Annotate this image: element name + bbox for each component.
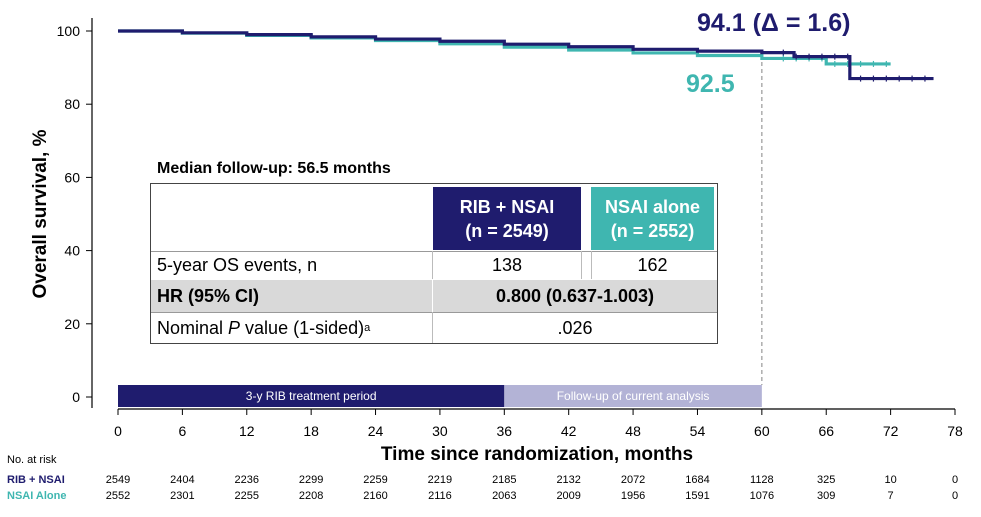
at-risk-value: 325 (817, 474, 835, 486)
row-os-events-label: 5-year OS events, n (157, 254, 318, 275)
at-risk-label-rib: RIB + NSAI (7, 474, 65, 486)
y-tick-label: 80 (64, 96, 80, 112)
x-tick-label: 78 (947, 423, 963, 439)
survival-curve-rib (118, 29, 934, 81)
row-hr-label: HR (95% CI) (151, 280, 432, 312)
x-tick-label: 6 (178, 423, 186, 439)
column-header-nsai-n: (n = 2552) (610, 220, 695, 241)
row-pvalue-suffix: value (1-sided) (240, 317, 365, 338)
table-divider (432, 251, 433, 279)
row-pvalue-label: Nominal P value (1-sided) a (151, 313, 432, 343)
row-pvalue-footnote: a (364, 322, 371, 334)
table-divider (591, 251, 592, 279)
median-follow-up-caption: Median follow-up: 56.5 months (157, 160, 391, 177)
at-risk-value: 2404 (170, 474, 194, 486)
x-tick-label: 48 (625, 423, 641, 439)
treatment-period-band (118, 385, 505, 407)
column-header-rib-n: (n = 2549) (465, 220, 549, 241)
row-pvalue-value: .026 (557, 317, 593, 338)
follow-up-period-band (504, 385, 762, 407)
x-tick-label: 0 (114, 423, 122, 439)
y-tick-label: 60 (64, 169, 80, 185)
row-os-events-nsai: 162 (637, 254, 668, 275)
row-hr-value: 0.800 (0.637-1.003) (433, 280, 717, 312)
x-tick-label: 42 (561, 423, 577, 439)
at-risk-value: 2116 (428, 490, 452, 502)
y-tick-label: 100 (57, 23, 81, 39)
at-risk-value: 10 (884, 474, 896, 486)
rib-5y-os-annotation: 94.1 (Δ = 1.6) (697, 9, 850, 37)
at-risk-value: 1076 (750, 490, 774, 502)
at-risk-header: No. at risk (7, 454, 57, 466)
x-tick-label: 66 (818, 423, 834, 439)
x-tick-label: 12 (239, 423, 255, 439)
y-tick-label: 20 (64, 316, 80, 332)
at-risk-value: 2549 (106, 474, 130, 486)
x-tick-label: 60 (754, 423, 770, 439)
at-risk-value: 309 (817, 490, 835, 502)
at-risk-value: 1684 (685, 474, 709, 486)
survival-curves (118, 29, 934, 82)
at-risk-value: 2132 (556, 474, 580, 486)
y-ticks: 0 20 40 60 80 100 (57, 23, 92, 405)
table-divider (151, 251, 717, 252)
at-risk-value: 1956 (621, 490, 645, 502)
at-risk-value: 2063 (492, 490, 516, 502)
at-risk-value: 2301 (170, 490, 194, 502)
at-risk-value: 0 (952, 474, 958, 486)
column-header-rib: RIB + NSAI (n = 2549) (433, 187, 581, 250)
at-risk-value: 2160 (363, 490, 387, 502)
y-tick-label: 40 (64, 243, 80, 259)
x-axis-title: Time since randomization, months (381, 444, 693, 465)
x-ticks: 0 6 12 18 24 30 36 42 48 54 60 66 72 78 (114, 409, 963, 439)
at-risk-value: 2185 (492, 474, 516, 486)
row-os-events-rib: 138 (491, 254, 523, 275)
x-tick-label: 36 (497, 423, 513, 439)
at-risk-value: 1128 (750, 474, 774, 486)
y-axis-title: Overall survival, % (30, 129, 51, 298)
column-header-nsai: NSAI alone (n = 2552) (591, 187, 714, 250)
at-risk-value: 2255 (235, 490, 259, 502)
x-tick-label: 72 (883, 423, 899, 439)
at-risk-value: 2299 (299, 474, 323, 486)
follow-up-period-label: Follow-up of current analysis (557, 389, 710, 403)
table-divider (581, 251, 582, 279)
at-risk-value: 0 (952, 490, 958, 502)
row-pvalue-p: P (228, 317, 241, 338)
at-risk-value: 2552 (106, 490, 130, 502)
at-risk-value: 2009 (556, 490, 580, 502)
column-header-nsai-name: NSAI alone (604, 196, 701, 217)
treatment-period-label: 3-y RIB treatment period (246, 389, 377, 403)
at-risk-label-nsai: NSAI Alone (7, 490, 67, 502)
at-risk-values: 2549 2404 2236 2299 2259 2219 2185 2132 2072 1684… (106, 474, 958, 502)
table-divider (432, 312, 433, 343)
inset-summary-table: RIB + NSAI (n = 2549) NSAI alone (n = 25… (150, 183, 718, 344)
x-tick-label: 54 (690, 423, 706, 439)
nsai-5y-os-annotation: 92.5 (686, 70, 735, 98)
column-header-rib-name: RIB + NSAI (459, 196, 555, 217)
at-risk-value: 2072 (621, 474, 645, 486)
table-divider (151, 312, 717, 313)
at-risk-value: 7 (888, 490, 894, 502)
at-risk-value: 2259 (363, 474, 387, 486)
y-tick-label: 0 (72, 389, 80, 405)
x-tick-label: 24 (368, 423, 384, 439)
x-tick-label: 30 (432, 423, 448, 439)
at-risk-value: 2208 (299, 490, 323, 502)
at-risk-value: 2219 (428, 474, 452, 486)
at-risk-value: 1591 (685, 490, 709, 502)
x-tick-label: 18 (303, 423, 319, 439)
at-risk-value: 2236 (235, 474, 259, 486)
row-pvalue-prefix: Nominal (157, 317, 229, 338)
